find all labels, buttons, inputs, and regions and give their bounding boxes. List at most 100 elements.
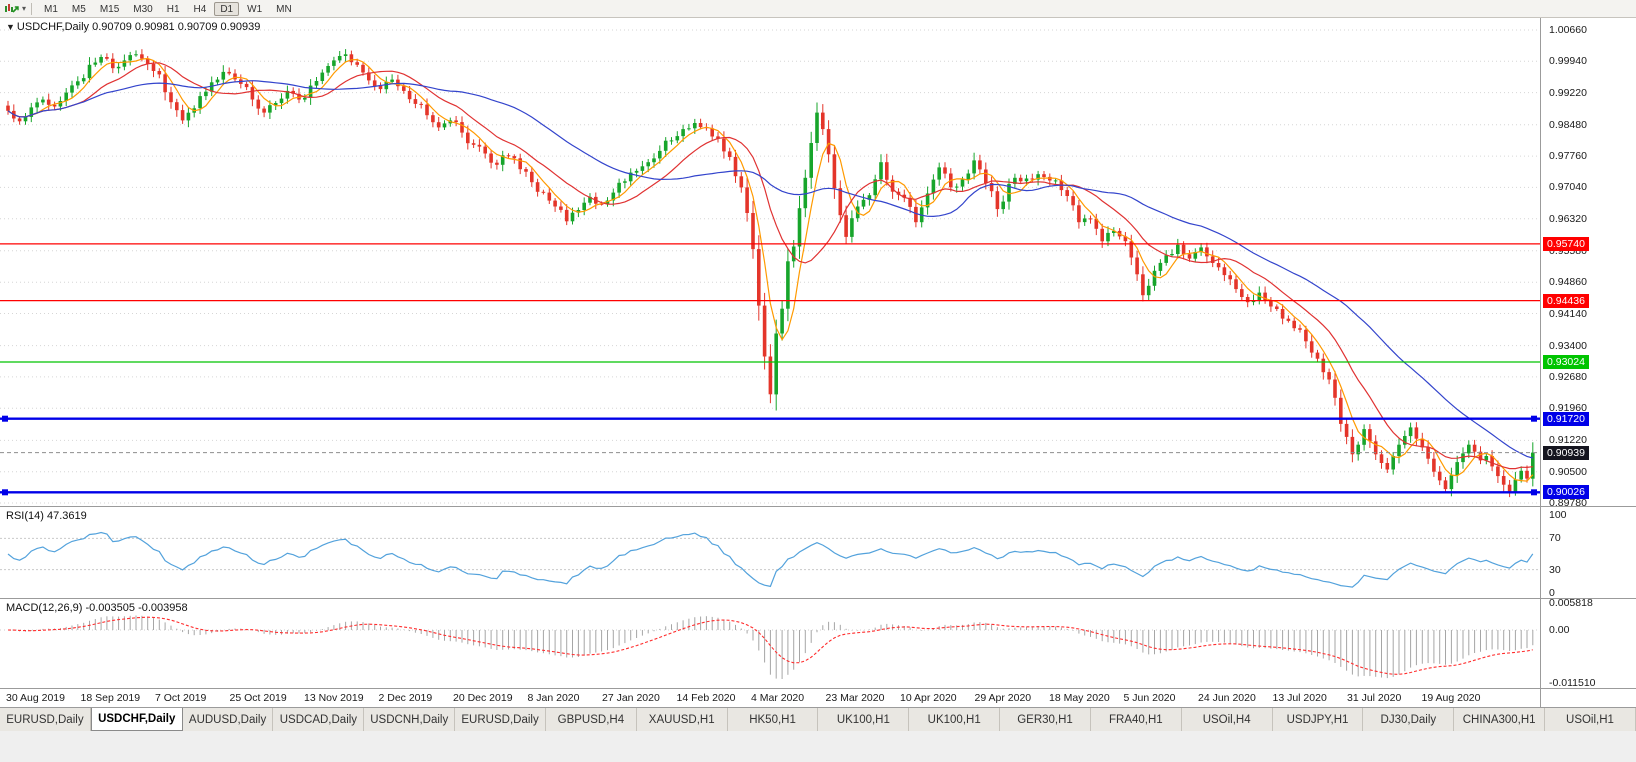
date-axis-label: 20 Dec 2019 xyxy=(453,692,513,704)
price-axis-label: 0.98480 xyxy=(1549,118,1587,131)
macd-chart-canvas[interactable] xyxy=(0,599,1540,688)
main-chart-pane[interactable]: ▼ USDCHF,Daily 0.90709 0.90981 0.90709 0.… xyxy=(0,18,1540,506)
date-axis-label: 27 Jan 2020 xyxy=(602,692,660,704)
price-axis-label: 0.99940 xyxy=(1549,55,1587,68)
window-background xyxy=(0,731,1636,762)
timeframe-button-mn[interactable]: MN xyxy=(276,3,292,15)
price-axis-label: 0.91220 xyxy=(1549,434,1587,447)
level-price-badge: 0.91720 xyxy=(1543,411,1589,426)
timeframe-toolbar: ▾ M1 M5 M15 M30 H1 H4 D1 W1 MN xyxy=(0,0,1636,18)
timeframe-button-m15[interactable]: M15 xyxy=(99,3,120,15)
level-price-badge: 0.95740 xyxy=(1543,236,1589,251)
chart-tab-4-usdcnh-daily[interactable]: USDCNH,Daily xyxy=(364,708,456,731)
price-axis-label: 0.93400 xyxy=(1549,339,1587,352)
date-axis-label: 30 Aug 2019 xyxy=(6,692,65,704)
chart-tab-7-xauusd-h1[interactable]: XAUUSD,H1 xyxy=(636,708,728,731)
level-price-badge: 0.90026 xyxy=(1543,485,1589,500)
chart-tab-6-gbpusd-h4[interactable]: GBPUSD,H4 xyxy=(545,708,637,731)
chart-tab-14-usdjpy-h1[interactable]: USDJPY,H1 xyxy=(1272,708,1364,731)
pane-separator[interactable] xyxy=(0,598,1636,599)
timeframe-button-h1[interactable]: H1 xyxy=(166,3,180,15)
price-axis-label: 0.96320 xyxy=(1549,212,1587,225)
symbol-marker-icon: ▼ xyxy=(6,22,15,32)
rsi-axis-label: 100 xyxy=(1549,509,1567,521)
rsi-header: RSI(14) 47.3619 xyxy=(6,510,87,522)
timeframe-button-h4[interactable]: H4 xyxy=(193,3,207,15)
date-axis-label: 7 Oct 2019 xyxy=(155,692,207,704)
price-axis-label: 0.92680 xyxy=(1549,370,1587,383)
price-axis-label: 0.90500 xyxy=(1549,465,1587,478)
chart-tab-9-uk100-h1[interactable]: UK100,H1 xyxy=(818,708,910,731)
price-axis-label: 0.91960 xyxy=(1549,402,1587,415)
level-price-badge: 0.94436 xyxy=(1543,293,1589,308)
timeframe-button-d1[interactable]: D1 xyxy=(214,1,240,16)
pane-separator[interactable] xyxy=(0,688,1636,689)
chart-region: ▼ USDCHF,Daily 0.90709 0.90981 0.90709 0.… xyxy=(0,18,1636,707)
new-chart-icon[interactable] xyxy=(4,2,20,15)
date-axis-label: 25 Oct 2019 xyxy=(229,692,287,704)
candlestick-chart-canvas[interactable] xyxy=(0,18,1540,506)
chart-tab-5-eurusd-daily[interactable]: EURUSD,Daily xyxy=(455,708,546,731)
main-chart-ohlc-text: USDCHF,Daily 0.90709 0.90981 0.90709 0.9… xyxy=(16,21,261,33)
date-axis-label: 23 Mar 2020 xyxy=(825,692,885,704)
chart-tab-0-eurusd-daily[interactable]: EURUSD,Daily xyxy=(0,708,91,731)
macd-header: MACD(12,26,9) -0.003505 -0.003958 xyxy=(6,602,188,614)
timeframe-button-m5[interactable]: M5 xyxy=(71,3,86,15)
timeframe-button-m1[interactable]: M1 xyxy=(44,3,58,15)
rsi-chart-canvas[interactable] xyxy=(0,507,1540,598)
date-axis-label: 2 Dec 2019 xyxy=(378,692,433,704)
chart-tab-10-uk100-h1[interactable]: UK100,H1 xyxy=(909,708,1001,731)
price-axis-label: 0.97040 xyxy=(1549,181,1587,194)
macd-axis-label: -0.011510 xyxy=(1549,677,1596,689)
rsi-axis-label: 30 xyxy=(1549,563,1561,576)
price-axis-label: 0.97760 xyxy=(1549,150,1587,163)
chart-tab-3-usdcad-daily[interactable]: USDCAD,Daily xyxy=(273,708,365,731)
timeframe-button-m30[interactable]: M30 xyxy=(133,3,153,15)
current-price-badge: 0.90939 xyxy=(1543,445,1589,460)
pane-separator[interactable] xyxy=(0,506,1636,507)
chart-tab-2-audusd-daily[interactable]: AUDUSD,Daily xyxy=(182,708,274,731)
chart-tab-11-ger30-h1[interactable]: GER30,H1 xyxy=(1000,708,1091,731)
rsi-axis-label: 0 xyxy=(1549,587,1555,599)
date-axis-label: 18 May 2020 xyxy=(1049,692,1110,704)
chart-tab-13-usoil-h4[interactable]: USOil,H4 xyxy=(1181,708,1273,731)
timeframe-buttons: M1 M5 M15 M30 H1 H4 D1 W1 MN xyxy=(38,1,298,16)
date-axis-label: 5 Jun 2020 xyxy=(1123,692,1176,704)
date-axis-label: 31 Jul 2020 xyxy=(1347,692,1402,704)
chart-tab-15-dj30-daily[interactable]: DJ30,Daily xyxy=(1363,708,1455,731)
date-axis-label: 18 Sep 2019 xyxy=(80,692,141,704)
macd-indicator-pane[interactable]: MACD(12,26,9) -0.003505 -0.003958 xyxy=(0,599,1540,688)
date-axis-label: 10 Apr 2020 xyxy=(900,692,957,704)
price-axis-label: 0.94140 xyxy=(1549,307,1587,320)
chart-tab-16-china300-h1[interactable]: CHINA300,H1 xyxy=(1454,708,1546,731)
date-axis-label: 13 Jul 2020 xyxy=(1272,692,1327,704)
rsi-axis-label: 70 xyxy=(1549,532,1561,545)
chart-tab-8-hk50-h1[interactable]: HK50,H1 xyxy=(727,708,819,731)
price-axis-label: 0.94860 xyxy=(1549,276,1587,289)
axis-divider xyxy=(1540,18,1541,707)
date-axis-label: 24 Jun 2020 xyxy=(1198,692,1256,704)
macd-axis-label: 0.005818 xyxy=(1549,597,1593,610)
date-axis-label: 14 Feb 2020 xyxy=(676,692,736,704)
main-chart-header: ▼ USDCHF,Daily 0.90709 0.90981 0.90709 0.… xyxy=(6,21,260,33)
chart-tab-1-usdchf-daily[interactable]: USDCHF,Daily xyxy=(90,708,183,731)
date-axis-label: 29 Apr 2020 xyxy=(974,692,1032,704)
toolbar-separator xyxy=(31,2,33,15)
date-axis-label: 4 Mar 2020 xyxy=(751,692,805,704)
time-axis[interactable]: 30 Aug 2019 18 Sep 2019 7 Oct 2019 25 Oct 2… xyxy=(0,689,1540,707)
date-axis-label: 19 Aug 2020 xyxy=(1421,692,1481,704)
price-axis-label: 0.99220 xyxy=(1549,86,1587,99)
price-axis[interactable]: 1.00660 0.99940 0.99220 0.98480 0.97760 0.970… xyxy=(1541,18,1636,707)
chart-tab-17-usoil-h1[interactable]: USOil,H1 xyxy=(1545,708,1636,731)
rsi-indicator-pane[interactable]: RSI(14) 47.3619 xyxy=(0,507,1540,598)
price-axis-label: 1.00660 xyxy=(1549,24,1587,36)
chart-tabs-bar: EURUSD,Daily USDCHF,Daily AUDUSD,Daily USDC… xyxy=(0,707,1636,731)
macd-axis-label: 0.00 xyxy=(1549,624,1570,636)
level-price-badge: 0.93024 xyxy=(1543,355,1589,369)
timeframe-button-w1[interactable]: W1 xyxy=(247,3,263,15)
date-axis-label: 13 Nov 2019 xyxy=(304,692,364,704)
date-axis-label: 8 Jan 2020 xyxy=(527,692,580,704)
chart-tab-12-fra40-h1[interactable]: FRA40,H1 xyxy=(1090,708,1182,731)
chart-menu-caret-icon[interactable]: ▾ xyxy=(22,4,27,13)
